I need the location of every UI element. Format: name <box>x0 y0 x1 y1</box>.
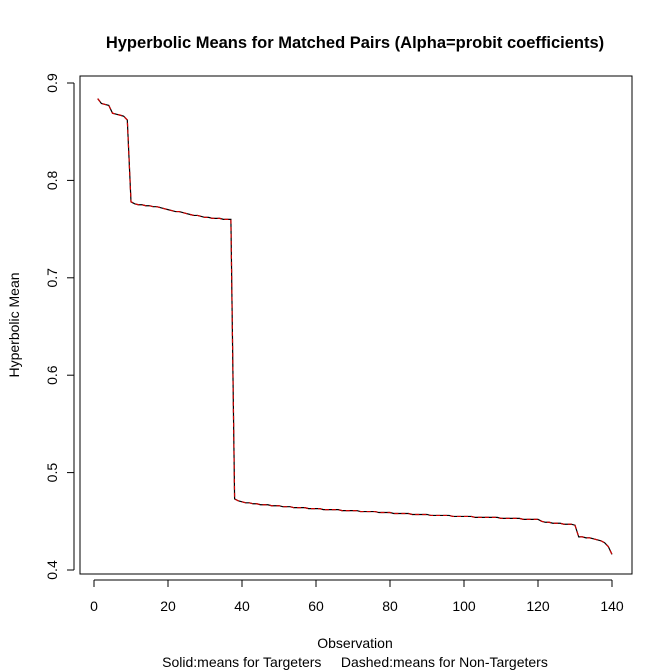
y-tick-label: 0.9 <box>44 73 60 93</box>
x-axis-label: Observation <box>317 635 392 651</box>
series-line-non-targeters <box>97 98 613 555</box>
x-tick-label: 20 <box>160 598 176 614</box>
y-tick-label: 0.8 <box>44 170 60 190</box>
x-axis: 0 20 40 60 80 100 120 140 <box>90 579 624 614</box>
x-tick-label: 40 <box>234 598 250 614</box>
x-tick-label: 140 <box>600 598 624 614</box>
x-tick-label: 80 <box>382 598 398 614</box>
y-axis-label: Hyperbolic Mean <box>6 272 22 377</box>
y-tick-label: 0.7 <box>44 268 60 288</box>
y-axis: 0.4 0.5 0.6 0.7 0.8 0.9 <box>44 73 75 580</box>
plot-box <box>79 75 633 575</box>
chart-title: Hyperbolic Means for Matched Pairs (Alph… <box>106 34 604 52</box>
x-tick-label: 60 <box>308 598 324 614</box>
x-tick-label: 120 <box>526 598 550 614</box>
series-line-targeters <box>97 98 613 555</box>
y-tick-label: 0.6 <box>44 365 60 385</box>
y-tick-label: 0.5 <box>44 463 60 483</box>
series-lines <box>97 98 613 555</box>
x-tick-label: 100 <box>452 598 476 614</box>
y-tick-label: 0.4 <box>44 560 60 580</box>
x-tick-label: 0 <box>90 598 98 614</box>
chart-subtitle: Solid:means for Targeters Dashed:means f… <box>162 654 548 670</box>
